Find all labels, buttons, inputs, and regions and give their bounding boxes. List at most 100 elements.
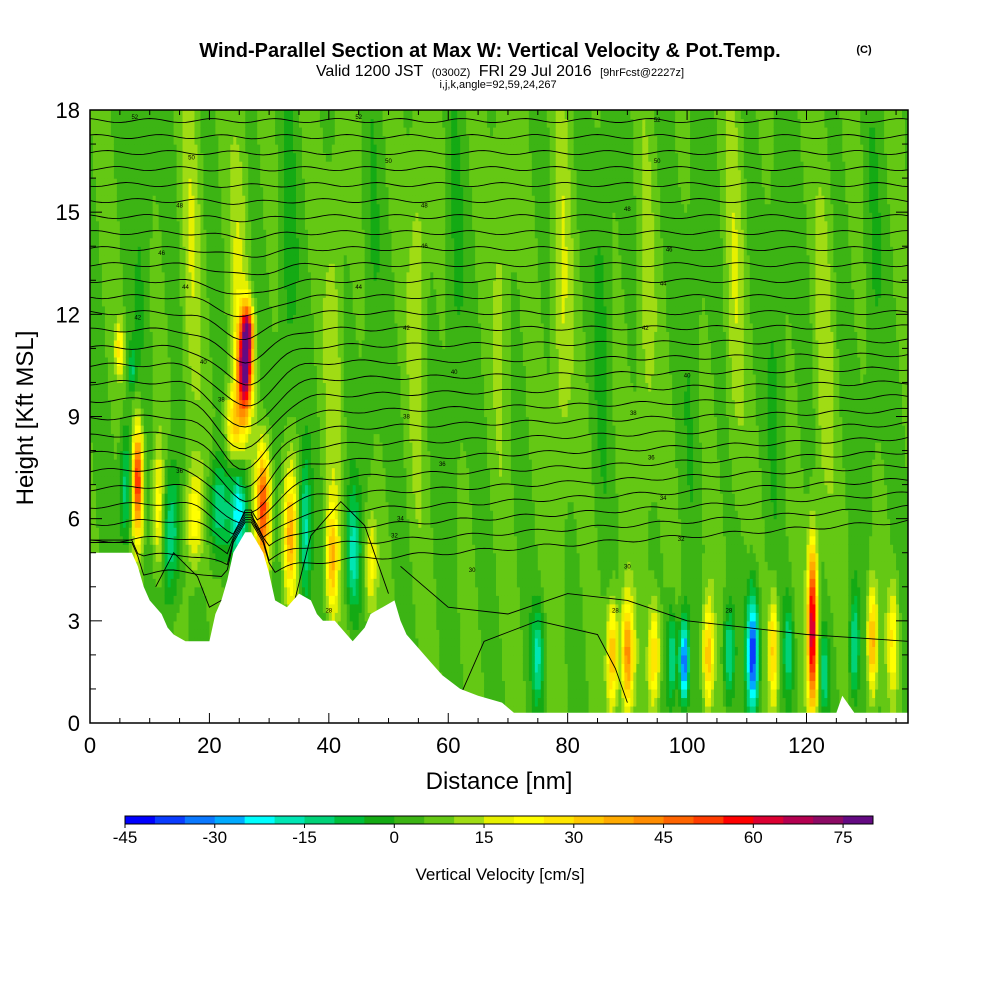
velocity-cell	[104, 178, 109, 188]
velocity-cell	[107, 254, 112, 264]
velocity-cell	[125, 467, 130, 477]
velocity-cell	[113, 135, 118, 145]
velocity-cell	[158, 552, 163, 562]
velocity-cell	[167, 127, 172, 137]
velocity-cell	[107, 476, 112, 486]
velocity-cell	[131, 348, 136, 358]
velocity-cell	[122, 237, 127, 247]
velocity-cell	[140, 569, 145, 579]
velocity-cell	[164, 127, 169, 137]
velocity-cell	[128, 399, 133, 409]
velocity-cell	[158, 118, 163, 128]
velocity-cell	[137, 331, 142, 341]
velocity-cell	[104, 280, 109, 290]
velocity-cell	[173, 305, 178, 315]
velocity-cell	[131, 382, 136, 392]
velocity-cell	[137, 433, 142, 443]
velocity-cell	[116, 195, 121, 205]
velocity-cell	[104, 152, 109, 162]
velocity-cell	[173, 127, 178, 137]
velocity-cell	[149, 203, 154, 213]
velocity-cell	[131, 390, 136, 401]
velocity-cell	[101, 127, 106, 137]
velocity-cell	[170, 280, 175, 290]
velocity-cell	[143, 407, 148, 418]
velocity-cell	[167, 518, 172, 528]
velocity-cell	[155, 118, 160, 128]
velocity-cell	[167, 399, 172, 409]
velocity-cell	[128, 425, 133, 435]
velocity-cell	[122, 467, 127, 477]
velocity-cell	[146, 544, 151, 554]
velocity-cell	[173, 373, 178, 384]
velocity-cell	[101, 527, 106, 537]
velocity-cell	[143, 348, 148, 358]
velocity-cell	[113, 390, 118, 401]
velocity-cell	[140, 144, 145, 154]
velocity-cell	[176, 339, 181, 349]
velocity-cell	[110, 297, 115, 307]
velocity-cell	[158, 365, 163, 375]
velocity-cell	[92, 110, 97, 120]
velocity-cell	[119, 322, 124, 332]
velocity-cell	[104, 518, 109, 528]
velocity-cell	[122, 212, 127, 222]
velocity-cell	[143, 203, 148, 213]
velocity-cell	[137, 501, 142, 511]
velocity-cell	[125, 425, 130, 435]
velocity-cell	[101, 501, 106, 511]
velocity-cell	[152, 254, 157, 264]
velocity-cell	[158, 322, 163, 332]
velocity-cell	[173, 433, 178, 443]
velocity-cell	[143, 331, 148, 341]
velocity-cell	[158, 561, 163, 571]
velocity-cell	[119, 348, 124, 358]
velocity-cell	[167, 527, 172, 537]
velocity-cell	[176, 425, 181, 435]
velocity-cell	[152, 484, 157, 494]
velocity-cell	[131, 186, 136, 196]
velocity-cell	[170, 561, 175, 571]
velocity-cell	[143, 135, 148, 145]
velocity-cell	[164, 535, 169, 545]
velocity-cell	[152, 110, 157, 120]
velocity-cell	[131, 493, 136, 503]
velocity-cell	[173, 118, 178, 128]
velocity-cell	[164, 339, 169, 349]
velocity-cell	[92, 416, 97, 426]
velocity-cell	[155, 459, 160, 469]
velocity-cell	[161, 373, 166, 384]
velocity-cell	[167, 433, 172, 443]
velocity-cell	[95, 127, 100, 137]
velocity-cell	[164, 552, 169, 562]
velocity-cell	[161, 510, 166, 520]
velocity-cell	[116, 493, 121, 503]
velocity-cell	[116, 254, 121, 264]
velocity-cell	[149, 356, 154, 367]
velocity-cell	[104, 220, 109, 230]
velocity-cell	[125, 152, 130, 162]
velocity-cell	[158, 373, 163, 384]
velocity-cell	[173, 237, 178, 247]
velocity-cell	[113, 144, 118, 154]
velocity-cell	[167, 322, 172, 332]
velocity-cell	[125, 280, 130, 290]
velocity-cell	[101, 110, 106, 120]
velocity-cell	[98, 305, 103, 315]
velocity-cell	[155, 510, 160, 520]
velocity-cell	[101, 254, 106, 264]
velocity-cell	[161, 467, 166, 477]
velocity-cell	[152, 127, 157, 137]
velocity-cell	[170, 510, 175, 520]
velocity-cell	[152, 237, 157, 247]
velocity-cell	[92, 322, 97, 332]
velocity-cell	[107, 263, 112, 273]
velocity-cell	[104, 382, 109, 392]
velocity-cell	[134, 220, 139, 230]
velocity-cell	[152, 425, 157, 435]
velocity-cell	[143, 535, 148, 545]
velocity-cell	[104, 544, 109, 554]
velocity-cell	[167, 535, 172, 545]
velocity-cell	[143, 544, 148, 554]
velocity-cell	[90, 459, 94, 469]
